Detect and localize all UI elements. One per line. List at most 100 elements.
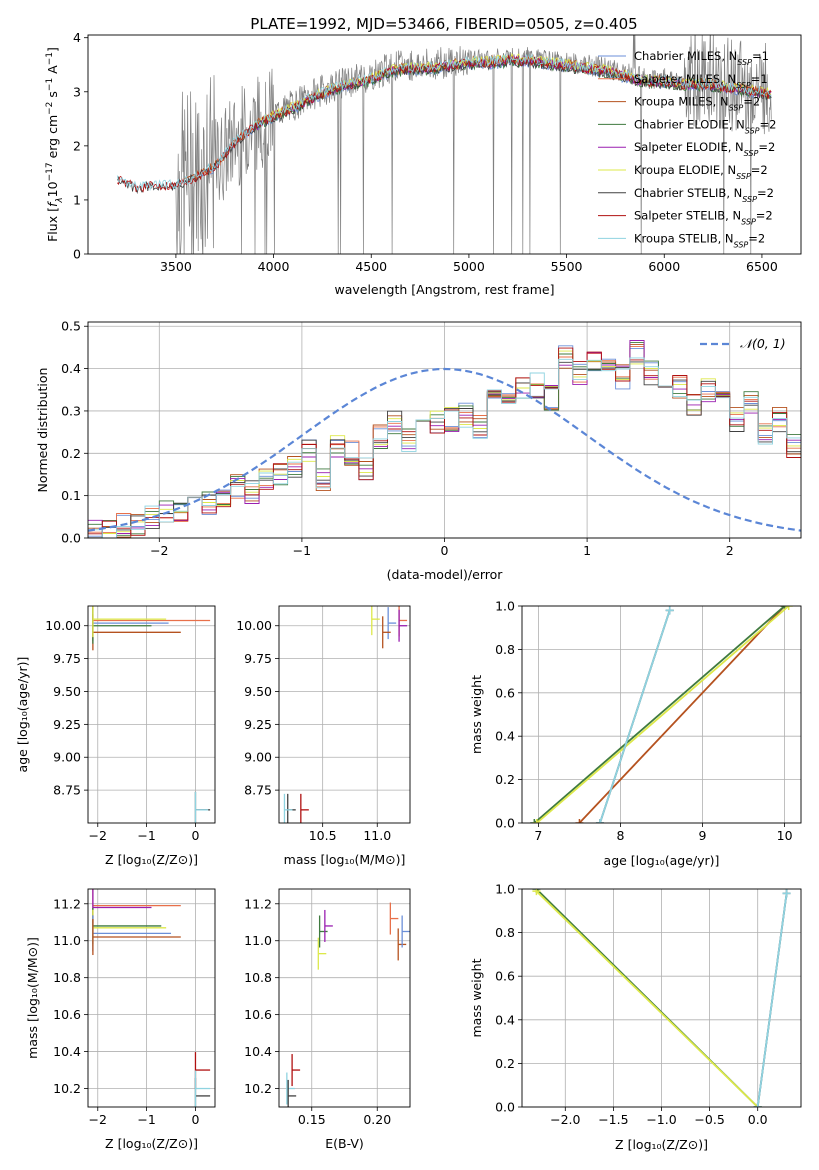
y-tick-label: 11.0 xyxy=(53,933,81,948)
x-tick-label: 9 xyxy=(699,828,707,843)
y-tick-label: 9.50 xyxy=(244,684,272,699)
cumulative-line xyxy=(599,610,671,823)
x-axis-label: (data-model)/error xyxy=(387,567,504,582)
age_vs_z-plot-area xyxy=(92,606,211,823)
x-tick-label: 10 xyxy=(777,828,793,843)
y-tick-label: 0.6 xyxy=(495,969,515,984)
axes-frame xyxy=(87,605,216,824)
y-tick-label: 0.2 xyxy=(495,1056,515,1071)
y-tick-label: 0.3 xyxy=(61,403,81,418)
y-tick-label: 10.2 xyxy=(53,1081,81,1096)
y-tick-label: 1.0 xyxy=(495,599,515,614)
cum_age-panel: 7 8 9 10 0.0 0.2 0.4 0.6 0.8 1.0 age [log₁₀(age/yr… xyxy=(469,599,802,868)
y-tick-label: 0.2 xyxy=(495,772,515,787)
legend-label: Kroupa STELIB, NSSP=2 xyxy=(634,231,765,249)
y-axis-label: Flux [fλ10−17 erg cm−2 s−1 A−1] xyxy=(45,47,65,242)
x-tick-label: −2 xyxy=(150,543,168,558)
model-line-kroupa-stelib xyxy=(116,53,772,192)
legend-label: 𝒩(0, 1) xyxy=(740,336,786,351)
model-line-salpeter-stelib xyxy=(116,54,772,193)
cum_z-plot-area xyxy=(532,889,791,1107)
age_vs_z-panel: −2 −1 0 8.75 9.00 9.25 9.50 9.75 10.00 Z [log₁₀(Z… xyxy=(15,605,216,867)
axes-frame xyxy=(87,34,802,255)
x-axis-label: age [log₁₀(age/yr)] xyxy=(604,853,720,868)
y-tick-label: 11.2 xyxy=(53,896,81,911)
y-tick-label: 9.00 xyxy=(244,750,272,765)
legend-label: Chabrier MILES, NSSP=1 xyxy=(634,49,769,67)
x-tick-label: 0 xyxy=(191,828,199,843)
hist-step-kroupa-stelib xyxy=(88,357,801,538)
x-tick-label: 11.0 xyxy=(363,828,391,843)
y-tick-label: 1 xyxy=(73,192,81,207)
y-axis-label: mass [log₁₀(M/M⊙)] xyxy=(25,937,40,1059)
x-tick-label: −2 xyxy=(89,828,107,843)
mass_vs_z-panel: −2 −1 0 10.2 10.4 10.6 10.8 11.0 11.2 Z [log₁₀(Z/… xyxy=(25,888,216,1151)
plus-marker xyxy=(782,889,791,898)
x-axis-label: Z [log₁₀(Z/Z⊙)] xyxy=(105,1136,198,1151)
axes-frame xyxy=(87,888,216,1108)
y-tick-label: 9.75 xyxy=(53,651,81,666)
axes-frame xyxy=(87,321,802,539)
y-tick-label: 11.2 xyxy=(244,896,272,911)
x-tick-label: −1.5 xyxy=(598,1112,628,1127)
age_vs_mass-plot-area xyxy=(283,606,408,823)
axes-frame xyxy=(521,605,802,824)
residuals-plot-area xyxy=(88,340,801,538)
x-tick-label: 7 xyxy=(534,828,542,843)
legend-label: Chabrier STELIB, NSSP=2 xyxy=(634,186,774,204)
y-tick-label: 10.8 xyxy=(53,970,81,985)
x-tick-label: 0.15 xyxy=(298,1112,326,1127)
y-tick-label: 1.0 xyxy=(495,882,515,897)
cumulative-line xyxy=(536,606,790,823)
y-tick-label: 4 xyxy=(73,30,81,45)
axes-frame xyxy=(521,888,802,1108)
x-tick-label: 8 xyxy=(616,828,624,843)
y-tick-label: 0.0 xyxy=(495,816,515,831)
y-axis-label: mass weight xyxy=(469,675,484,754)
y-tick-label: 0.6 xyxy=(495,685,515,700)
y-tick-label: 10.00 xyxy=(45,618,81,633)
y-tick-label: 10.4 xyxy=(53,1044,81,1059)
x-tick-label: −2.0 xyxy=(550,1112,580,1127)
y-tick-label: 10.00 xyxy=(236,618,272,633)
y-tick-label: 0.4 xyxy=(61,361,81,376)
x-tick-label: 3500 xyxy=(160,259,192,274)
legend-label: Salpeter ELODIE, NSSP=2 xyxy=(634,140,775,158)
x-tick-label: 6500 xyxy=(746,259,778,274)
y-tick-label: 3 xyxy=(73,84,81,99)
y-tick-label: 11.0 xyxy=(244,933,272,948)
y-tick-label: 0 xyxy=(73,247,81,262)
y-axis-label: Normed distribution xyxy=(35,368,50,493)
x-tick-label: 0.0 xyxy=(748,1112,768,1127)
x-axis-label: E(B-V) xyxy=(325,1136,364,1151)
x-tick-label: 4000 xyxy=(258,259,290,274)
x-tick-label: 0 xyxy=(441,543,449,558)
x-tick-label: −1.0 xyxy=(646,1112,676,1127)
plus-marker xyxy=(530,819,539,823)
x-tick-label: 6000 xyxy=(648,259,680,274)
page-title: PLATE=1992, MJD=53466, FIBERID=0505, z=0… xyxy=(250,15,637,33)
x-tick-label: 0 xyxy=(191,1112,199,1127)
x-tick-label: 5000 xyxy=(453,259,485,274)
cumulative-line xyxy=(756,893,788,1107)
y-tick-label: 9.50 xyxy=(53,684,81,699)
y-tick-label: 8.75 xyxy=(244,783,272,798)
cumulative-line xyxy=(533,606,786,823)
x-tick-label: 1 xyxy=(583,543,591,558)
x-axis-label: wavelength [Angstrom, rest frame] xyxy=(334,282,554,297)
y-tick-label: 0.4 xyxy=(495,729,515,744)
plus-marker xyxy=(575,819,584,823)
mass_vs_z-plot-area xyxy=(92,889,211,1107)
x-tick-label: 10.5 xyxy=(309,828,337,843)
legend-label: Salpeter MILES, NSSP=1 xyxy=(634,72,768,90)
y-tick-label: 0.1 xyxy=(61,488,81,503)
spectrum-plot-area xyxy=(116,35,772,254)
y-tick-label: 9.25 xyxy=(53,717,81,732)
x-tick-label: 2 xyxy=(726,543,734,558)
y-tick-label: 10.2 xyxy=(244,1081,272,1096)
spectrum-panel: 3500 4000 4500 5000 5500 6000 6500 0 1 2 3 4 wavelen… xyxy=(45,30,802,297)
x-axis-label: Z [log₁₀(Z/Z⊙)] xyxy=(615,1137,708,1152)
axes-frame xyxy=(278,888,411,1108)
residuals-panel: −2 −1 0 1 2 0.0 0.1 0.2 0.3 0.4 0.5 (data-model)/er… xyxy=(35,319,802,582)
